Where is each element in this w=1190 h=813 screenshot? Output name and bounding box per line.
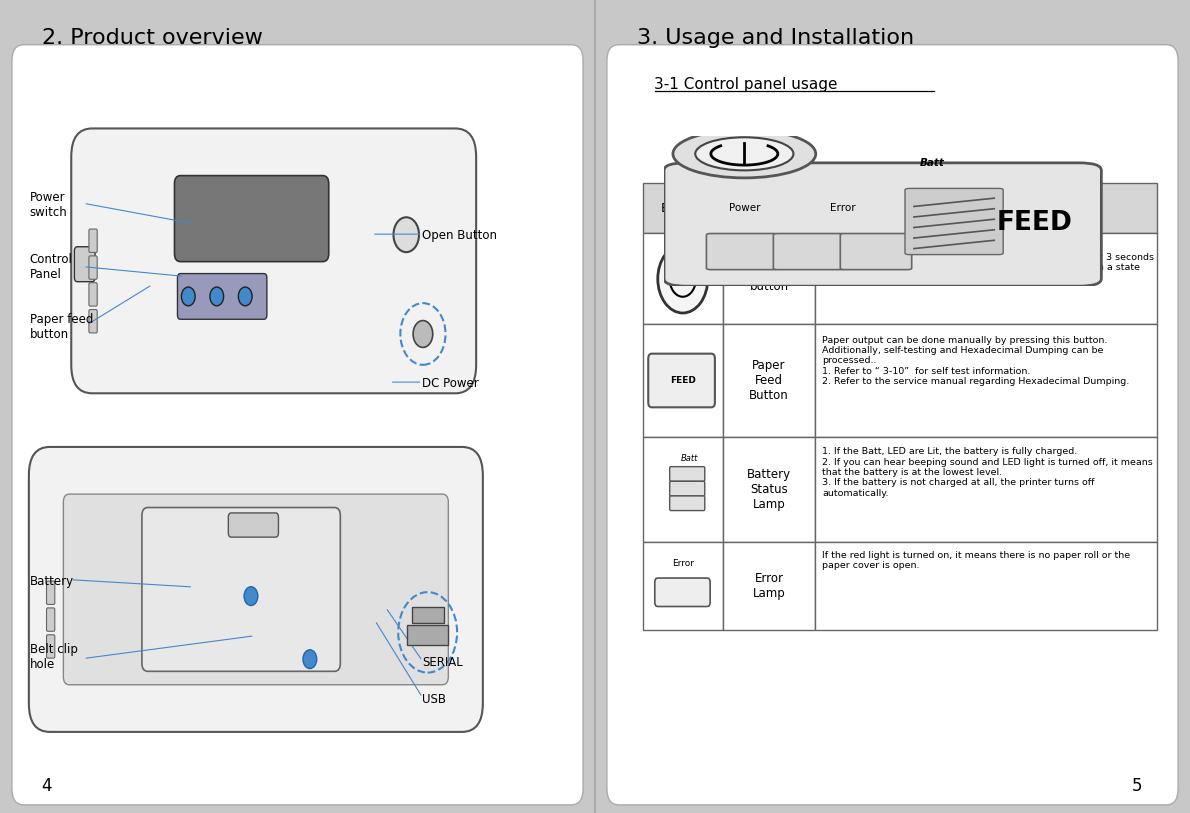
Bar xyxy=(643,233,724,324)
Bar xyxy=(643,437,724,542)
Text: Power
button: Power button xyxy=(750,265,789,293)
Circle shape xyxy=(413,320,433,347)
Text: Button: Button xyxy=(660,202,706,215)
Text: If the red light is turned on, it means there is no paper roll or the
paper cove: If the red light is turned on, it means … xyxy=(822,551,1130,571)
Text: Paper output can be done manually by pressing this button.
Additionally, self-te: Paper output can be done manually by pre… xyxy=(822,336,1129,386)
Bar xyxy=(815,233,1158,324)
Circle shape xyxy=(658,245,708,313)
Text: 5: 5 xyxy=(1132,777,1142,795)
Bar xyxy=(815,324,1158,437)
Text: 3. Usage and Installation: 3. Usage and Installation xyxy=(637,28,914,49)
Circle shape xyxy=(181,287,195,306)
Text: Error: Error xyxy=(829,203,856,213)
Text: Error
Lamp: Error Lamp xyxy=(752,572,785,600)
FancyBboxPatch shape xyxy=(670,467,704,481)
FancyBboxPatch shape xyxy=(29,447,483,732)
Circle shape xyxy=(303,650,317,668)
FancyBboxPatch shape xyxy=(12,45,583,805)
FancyBboxPatch shape xyxy=(142,507,340,672)
Circle shape xyxy=(394,217,419,252)
Text: Error: Error xyxy=(672,559,694,568)
FancyBboxPatch shape xyxy=(89,310,98,333)
FancyBboxPatch shape xyxy=(654,578,710,606)
Circle shape xyxy=(695,137,794,171)
Text: FEED: FEED xyxy=(996,210,1072,236)
FancyBboxPatch shape xyxy=(89,229,98,252)
FancyBboxPatch shape xyxy=(46,581,55,605)
Bar xyxy=(643,324,724,437)
Bar xyxy=(724,437,815,542)
Text: FEED: FEED xyxy=(670,376,696,385)
Text: Power: Power xyxy=(728,203,760,213)
Text: 2. Product overview: 2. Product overview xyxy=(42,28,263,49)
Bar xyxy=(724,324,815,437)
FancyBboxPatch shape xyxy=(906,189,1003,254)
Text: Paper feed
button: Paper feed button xyxy=(30,313,93,341)
Text: 4: 4 xyxy=(42,777,52,795)
Text: SERIAL: SERIAL xyxy=(422,656,463,669)
Bar xyxy=(724,542,815,630)
Text: Name: Name xyxy=(750,202,789,215)
FancyBboxPatch shape xyxy=(649,354,715,407)
Text: Battery: Battery xyxy=(30,575,74,588)
Bar xyxy=(815,437,1158,542)
FancyBboxPatch shape xyxy=(89,283,98,306)
Text: 1. If the Batt, LED are Lit, the battery is fully charged.
2. If you can hear be: 1. If the Batt, LED are Lit, the battery… xyxy=(822,447,1153,498)
Text: Batt: Batt xyxy=(681,454,699,463)
Text: Control
Panel: Control Panel xyxy=(30,253,73,280)
Text: USB: USB xyxy=(422,693,446,706)
FancyBboxPatch shape xyxy=(71,128,476,393)
Circle shape xyxy=(209,287,224,306)
Text: This button is used to turn the printer on and off.
When the printer is off, pre: This button is used to turn the printer … xyxy=(822,242,1154,283)
FancyBboxPatch shape xyxy=(63,494,449,685)
Text: Paper
Feed
Button: Paper Feed Button xyxy=(750,359,789,402)
Bar xyxy=(724,183,815,233)
FancyBboxPatch shape xyxy=(228,513,278,537)
FancyBboxPatch shape xyxy=(607,45,1178,805)
Text: function: function xyxy=(959,202,1014,215)
Text: Open Button: Open Button xyxy=(422,229,497,242)
FancyBboxPatch shape xyxy=(670,496,704,511)
Text: 3-1 Control panel usage: 3-1 Control panel usage xyxy=(654,77,838,92)
FancyBboxPatch shape xyxy=(670,481,704,496)
FancyBboxPatch shape xyxy=(46,635,55,659)
Bar xyxy=(815,183,1158,233)
Text: Belt clip
hole: Belt clip hole xyxy=(30,643,77,671)
FancyBboxPatch shape xyxy=(412,606,444,624)
Circle shape xyxy=(244,587,258,606)
Circle shape xyxy=(238,287,252,306)
FancyBboxPatch shape xyxy=(664,163,1102,286)
FancyBboxPatch shape xyxy=(707,233,778,270)
Text: Batt: Batt xyxy=(920,158,944,167)
Bar xyxy=(724,233,815,324)
FancyBboxPatch shape xyxy=(407,625,449,645)
Text: Power
switch: Power switch xyxy=(30,191,68,219)
FancyBboxPatch shape xyxy=(774,233,845,270)
FancyBboxPatch shape xyxy=(840,233,912,270)
Text: DC Power: DC Power xyxy=(422,377,480,390)
Text: Battery
Status
Lamp: Battery Status Lamp xyxy=(747,468,791,511)
FancyBboxPatch shape xyxy=(74,247,95,281)
Circle shape xyxy=(674,130,816,178)
Bar xyxy=(815,542,1158,630)
FancyBboxPatch shape xyxy=(177,273,267,320)
FancyBboxPatch shape xyxy=(175,176,328,262)
FancyBboxPatch shape xyxy=(46,608,55,631)
FancyBboxPatch shape xyxy=(89,256,98,279)
Bar xyxy=(643,183,724,233)
Bar xyxy=(643,542,724,630)
